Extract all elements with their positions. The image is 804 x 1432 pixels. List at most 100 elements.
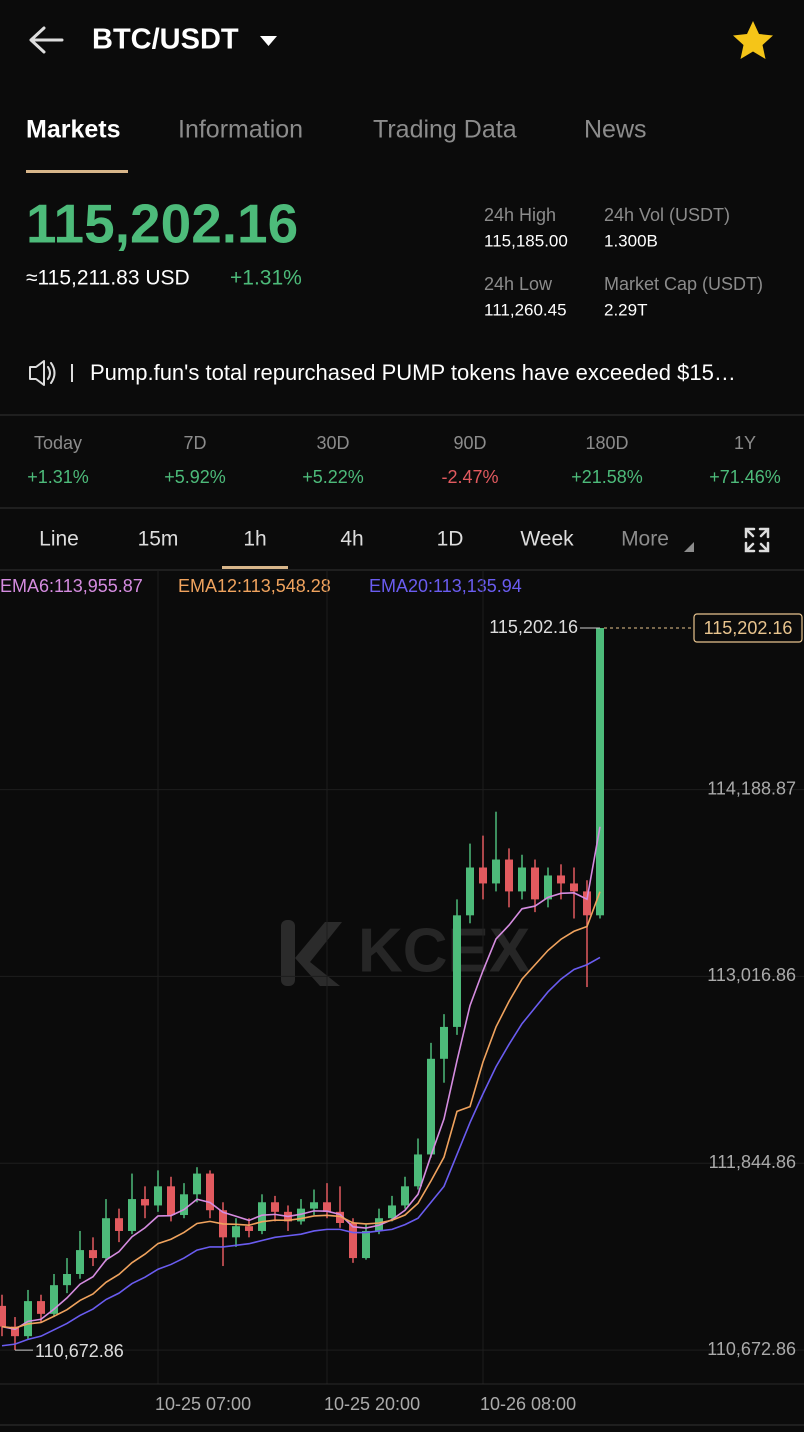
y-tick-label: 114,188.87 xyxy=(707,778,796,798)
tab[interactable]: Information xyxy=(178,116,303,144)
x-tick-label: 10-25 07:00 xyxy=(155,1394,251,1414)
candle-body xyxy=(427,1058,435,1155)
candle-body xyxy=(50,1285,58,1314)
pair-title[interactable]: BTC/USDT xyxy=(92,24,239,56)
candle-body xyxy=(544,875,552,900)
period-label: Today xyxy=(34,433,82,453)
candle-body xyxy=(310,1202,318,1209)
candle-body xyxy=(505,859,513,892)
ema-line xyxy=(1,891,601,1329)
candle-body xyxy=(193,1173,201,1195)
divider xyxy=(0,414,804,416)
candle-body xyxy=(583,891,591,916)
candle-body xyxy=(11,1326,19,1337)
candle-body xyxy=(245,1226,253,1231)
stat-value: 1.300B xyxy=(604,231,658,250)
stat-value: 2.29T xyxy=(604,300,647,319)
announcement[interactable]: Pump.fun's total repurchased PUMP tokens… xyxy=(90,360,736,385)
ema-line xyxy=(1,956,601,1347)
candle-body xyxy=(63,1274,71,1286)
candle-body xyxy=(167,1186,175,1216)
period-change: +5.22% xyxy=(302,467,364,487)
divider xyxy=(0,569,804,571)
candle-body xyxy=(89,1250,97,1259)
separator xyxy=(71,364,73,382)
stat-value: 111,260.45 xyxy=(484,300,567,319)
candle-body xyxy=(479,867,487,884)
period-label: 1Y xyxy=(734,433,756,453)
candle-body xyxy=(466,867,474,916)
candle-body xyxy=(388,1205,396,1219)
favorite-star[interactable] xyxy=(733,21,773,59)
interval[interactable]: 1D xyxy=(437,528,464,551)
period-label: 90D xyxy=(453,433,486,453)
high-label: 115,202.16 xyxy=(489,617,578,637)
divider xyxy=(0,507,804,509)
candle-body xyxy=(76,1250,84,1275)
period-label: 30D xyxy=(316,433,349,453)
stat-label: Market Cap (USDT) xyxy=(604,274,763,294)
tab-indicator xyxy=(26,170,128,173)
candle-body xyxy=(271,1202,279,1212)
interval[interactable]: 1h xyxy=(243,528,266,551)
back-button[interactable] xyxy=(29,26,64,54)
period-label: 180D xyxy=(585,433,628,453)
x-tick-label: 10-26 08:00 xyxy=(480,1394,576,1414)
candle-body xyxy=(206,1173,214,1211)
stat-label: 24h High xyxy=(484,205,556,225)
stat-value: 115,185.00 xyxy=(484,231,568,250)
candle-body xyxy=(531,867,539,900)
low-label: 110,672.86 xyxy=(35,1341,124,1361)
candle-body xyxy=(258,1202,266,1231)
candle-body xyxy=(336,1211,344,1223)
candle-body xyxy=(557,875,565,884)
period-change: -2.47% xyxy=(441,467,498,487)
tab[interactable]: News xyxy=(584,116,647,144)
ema-legend: EMA20:113,135.94 xyxy=(369,576,522,596)
candle-body xyxy=(154,1186,162,1206)
period-change: +21.58% xyxy=(571,467,643,487)
ema-legend: EMA12:113,548.28 xyxy=(178,576,331,596)
candle-body xyxy=(401,1186,409,1206)
speaker-icon xyxy=(29,360,56,386)
last-price-label: 115,202.16 xyxy=(704,618,793,638)
candle-body xyxy=(492,859,500,884)
last-price-tag xyxy=(693,613,803,643)
candle-body xyxy=(141,1199,149,1206)
ema-line xyxy=(1,826,601,1331)
y-tick-label: 110,672.86 xyxy=(707,1339,796,1359)
period-change: +5.92% xyxy=(164,467,226,487)
candle-body xyxy=(453,915,461,1027)
candle-body xyxy=(115,1218,123,1231)
usd-price: ≈115,211.83 USD xyxy=(26,267,190,290)
y-tick-label: 113,016.86 xyxy=(707,965,796,985)
divider xyxy=(0,1424,804,1426)
interval-indicator xyxy=(222,566,288,569)
candle-body xyxy=(570,883,578,892)
interval[interactable]: More xyxy=(621,528,669,551)
candle-body xyxy=(232,1226,240,1238)
candle-body xyxy=(349,1222,357,1259)
interval[interactable]: 15m xyxy=(138,528,179,551)
pair-dropdown[interactable] xyxy=(260,36,277,46)
candle-body xyxy=(37,1301,45,1314)
interval[interactable]: 4h xyxy=(340,528,363,551)
candle-body xyxy=(323,1202,331,1212)
more-caret[interactable] xyxy=(684,542,694,552)
ema-legend: EMA6:113,955.87 xyxy=(0,576,143,596)
watermark: KCEX xyxy=(358,916,530,985)
x-tick-label: 10-25 20:00 xyxy=(324,1394,420,1414)
interval[interactable]: Line xyxy=(39,528,79,551)
y-tick-label: 111,844.86 xyxy=(709,1152,796,1172)
fullscreen-button[interactable] xyxy=(744,527,770,553)
candle-body xyxy=(0,1305,6,1327)
price-change: +1.31% xyxy=(230,267,302,290)
tab[interactable]: Trading Data xyxy=(373,116,517,144)
interval[interactable]: Week xyxy=(520,528,574,551)
tab[interactable]: Markets xyxy=(26,116,121,144)
candle-body xyxy=(180,1194,188,1216)
period-change: +1.31% xyxy=(27,467,89,487)
period-label: 7D xyxy=(183,433,206,453)
last-price: 115,202.16 xyxy=(26,193,298,255)
